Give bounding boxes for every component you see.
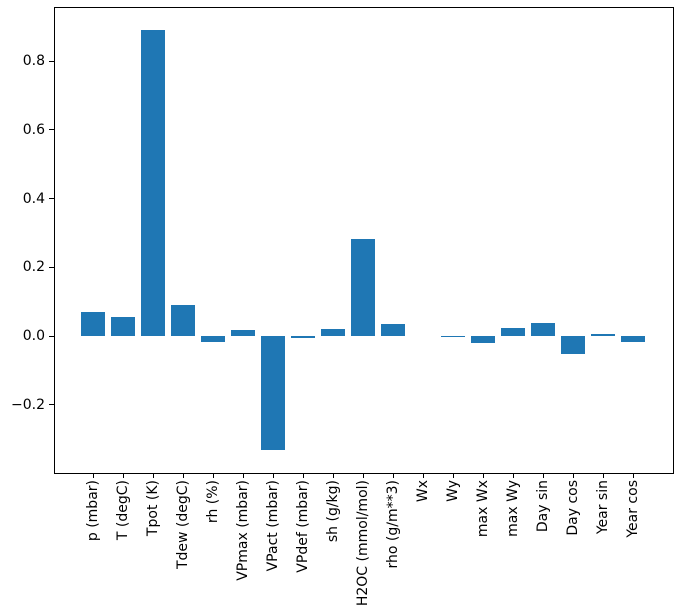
bar-H2OC (mmol/mol)	[351, 239, 375, 336]
x-tick-mark	[242, 474, 244, 478]
x-tick-label: VPact (mbar)	[265, 480, 281, 572]
y-tick-label: 0.4	[22, 190, 45, 207]
x-tick-label: Wy	[445, 480, 461, 502]
x-tick-label: H2OC (mmol/mol)	[355, 480, 371, 607]
x-tick-mark	[602, 474, 604, 478]
x-tick-mark	[272, 474, 274, 478]
x-tick-label: Year cos	[625, 480, 641, 538]
x-tick-mark	[332, 474, 334, 478]
x-tick-label: VPdef (mbar)	[295, 480, 311, 573]
x-tick-mark	[182, 474, 184, 478]
y-tick-mark	[49, 335, 54, 337]
y-tick-label: 0.8	[22, 53, 45, 69]
x-tick-mark	[542, 474, 544, 478]
bar-Year cos	[621, 336, 645, 342]
bar-sh (g/kg)	[321, 329, 345, 336]
x-tick-mark	[512, 474, 514, 478]
x-tick-label: Tpot (K)	[145, 480, 161, 537]
x-tick-label: max Wx	[475, 480, 491, 538]
bar-Year sin	[591, 334, 615, 336]
x-tick-label: Day cos	[565, 480, 581, 536]
x-tick-mark	[452, 474, 454, 478]
bar-Tpot (K)	[141, 30, 165, 336]
y-tick-label: 0.2	[22, 259, 45, 276]
x-tick-label: Tdew (degC)	[175, 480, 191, 570]
x-tick-label: Wx	[415, 480, 431, 503]
x-tick-label: Day sin	[535, 480, 551, 533]
x-tick-mark	[152, 474, 154, 478]
x-tick-mark	[362, 474, 364, 478]
x-tick-label: p (mbar)	[85, 480, 101, 542]
x-tick-label: rh (%)	[205, 480, 221, 524]
bar-VPact (mbar)	[261, 336, 285, 451]
y-tick-mark	[49, 198, 54, 199]
bar-Day sin	[531, 322, 555, 336]
x-tick-mark	[392, 474, 394, 478]
bar-VPmax (mbar)	[231, 330, 255, 336]
x-tick-mark	[302, 474, 304, 478]
x-tick-label: VPmax (mbar)	[235, 480, 251, 581]
x-tick-label: rho (g/m**3)	[385, 480, 401, 569]
x-tick-mark	[572, 474, 574, 478]
x-tick-label: T (degC)	[115, 480, 131, 541]
x-tick-mark	[212, 474, 214, 478]
y-tick-label: −0.2	[11, 396, 45, 413]
x-tick-mark	[632, 474, 634, 478]
y-tick-mark	[49, 60, 54, 62]
x-tick-label: Year sin	[595, 480, 611, 535]
x-tick-label: sh (g/kg)	[325, 480, 341, 543]
y-tick-mark	[49, 266, 54, 268]
x-tick-mark	[482, 474, 484, 478]
bar-Day cos	[561, 336, 585, 354]
bar-rho (g/m**3)	[381, 323, 405, 336]
plot-area	[54, 7, 674, 474]
y-tick-mark	[49, 404, 54, 406]
bar-Wy	[441, 336, 465, 338]
bar-max Wx	[471, 336, 495, 343]
x-tick-label: max Wy	[505, 480, 521, 537]
bar-VPdef (mbar)	[291, 336, 315, 338]
x-tick-mark	[92, 474, 94, 478]
bar-T (degC)	[111, 317, 135, 336]
bar-max Wy	[501, 328, 525, 336]
y-tick-label: 0.6	[22, 121, 45, 138]
x-tick-mark	[422, 474, 424, 478]
y-tick-mark	[49, 129, 54, 131]
y-tick-label: 0.0	[22, 328, 45, 344]
bar-Tdew (degC)	[171, 304, 195, 336]
x-tick-mark	[122, 474, 124, 478]
bar-p (mbar)	[81, 311, 105, 336]
bar-rh (%)	[201, 336, 225, 342]
